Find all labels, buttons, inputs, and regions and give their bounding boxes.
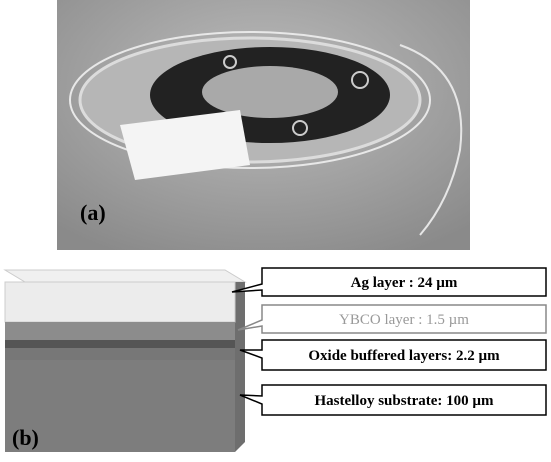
- layer-label: YBCO layer : 1.5 µm: [339, 312, 469, 328]
- layer-diagram: (b): [5, 270, 245, 452]
- panel-label: (a): [80, 200, 106, 225]
- photo: (a): [57, 0, 470, 250]
- layer-label: Oxide buffered layers: 2.2 µm: [308, 348, 500, 364]
- panel-label: (b): [12, 425, 39, 450]
- layer-label: Hastelloy substrate: 100 µm: [314, 393, 494, 409]
- layer-label: Ag layer : 24 µm: [351, 275, 458, 291]
- figure: (a) (b) Ag layer : 24 µm YBCO layer : 1.…: [0, 0, 551, 462]
